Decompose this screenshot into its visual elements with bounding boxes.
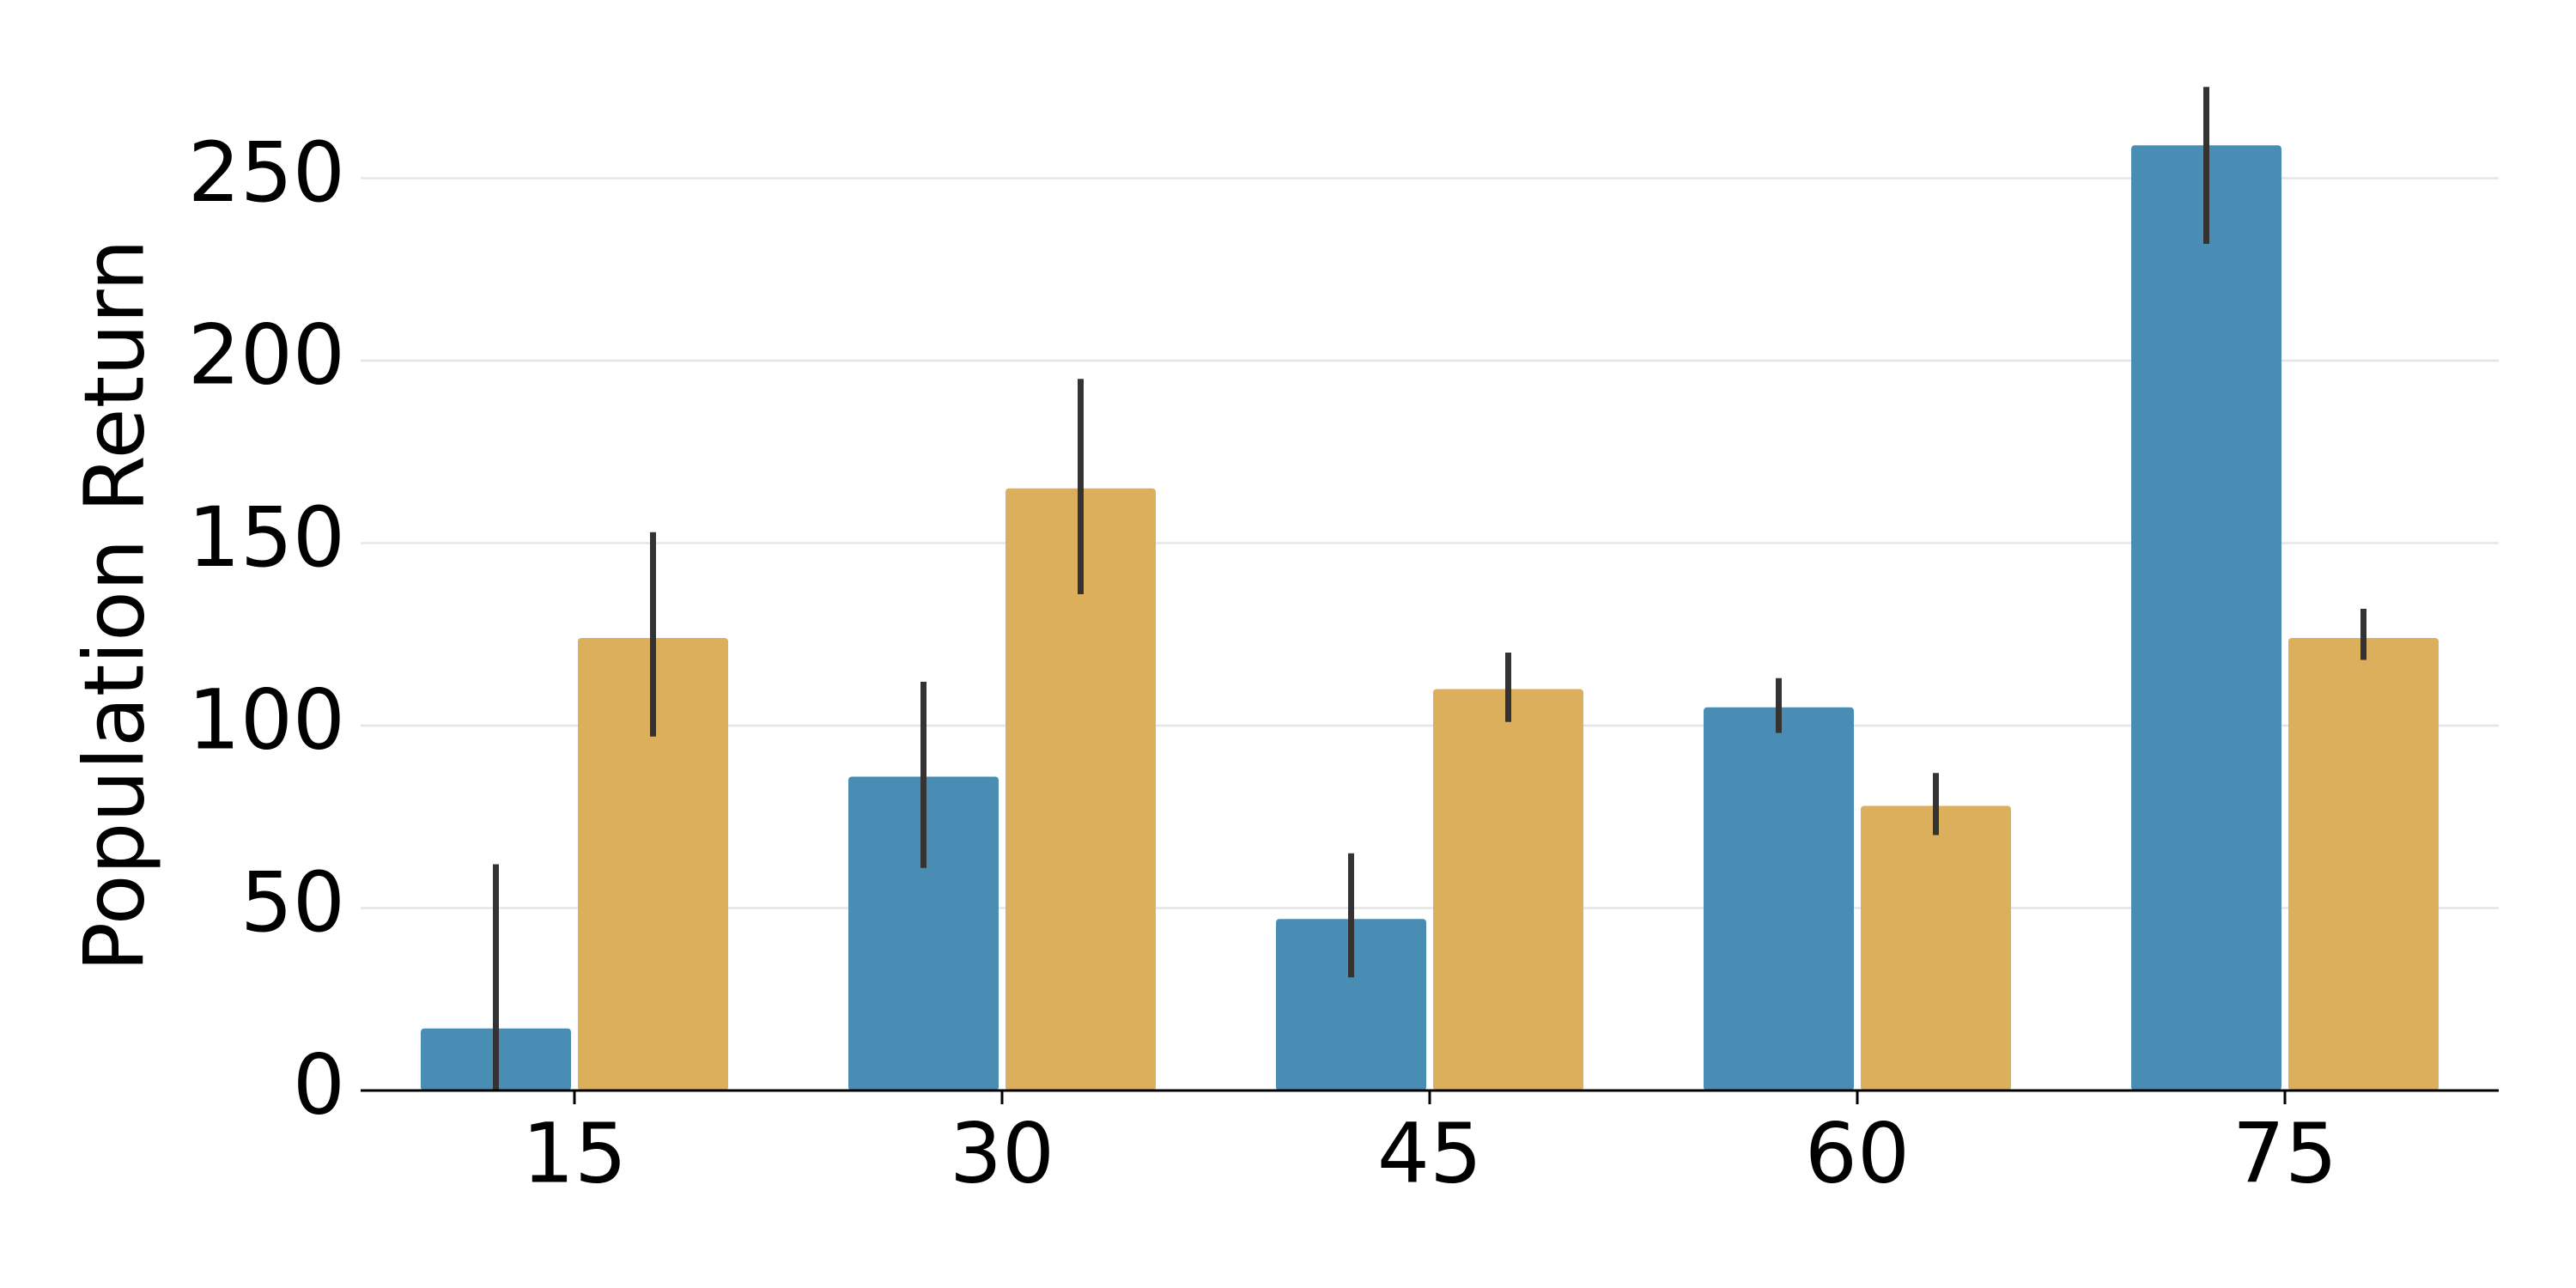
x-tick-label: 60 [1805, 1105, 1910, 1201]
x-tick-label: 45 [1377, 1105, 1482, 1201]
bar [1433, 689, 1583, 1091]
y-axis-label: Population Return [66, 239, 162, 971]
bar [2288, 638, 2439, 1091]
axes: 0 50 100 150 200 250 15 30 45 60 75 [188, 125, 2499, 1201]
y-tick-label: 50 [240, 854, 345, 951]
y-tick-label: 100 [188, 671, 345, 768]
y-tick-label: 0 [293, 1036, 345, 1133]
y-tick-label: 250 [188, 125, 345, 221]
bar [2131, 145, 2281, 1091]
error-bars [493, 87, 2366, 1091]
bar [848, 776, 999, 1091]
y-tick-label: 200 [188, 307, 345, 403]
bar [1005, 488, 1156, 1091]
bar [1704, 707, 1854, 1091]
x-tick-label: 30 [950, 1105, 1054, 1201]
x-tick-label: 15 [522, 1105, 627, 1201]
bar [578, 638, 728, 1091]
bars [421, 145, 2439, 1091]
y-tick-label: 150 [188, 489, 345, 586]
x-tick-label: 75 [2233, 1105, 2337, 1201]
bar [1861, 805, 2011, 1091]
bar [1276, 919, 1426, 1091]
